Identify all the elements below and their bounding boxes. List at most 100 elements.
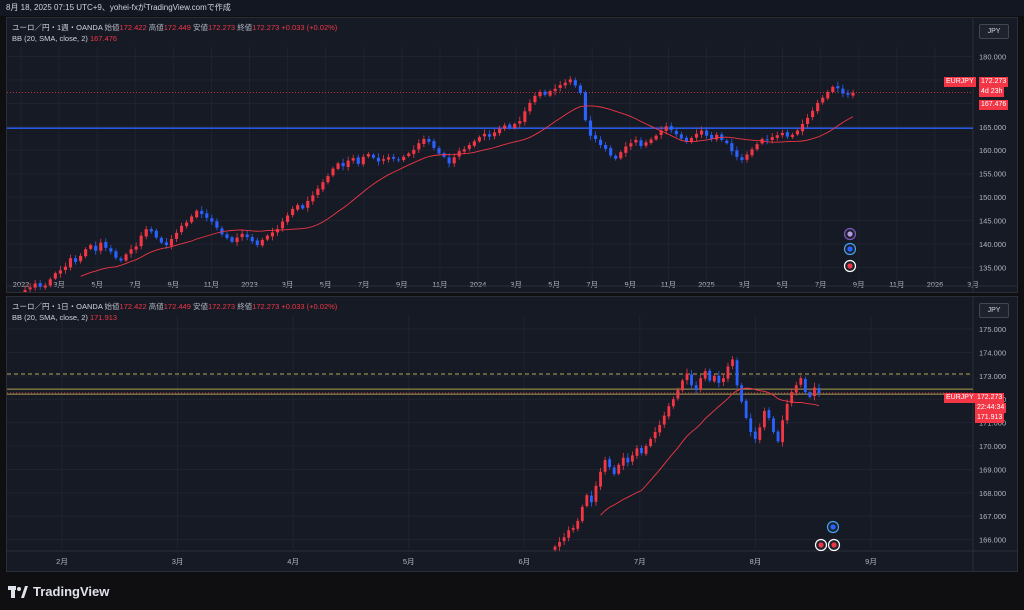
candle-body	[573, 80, 577, 86]
x-tick-label: 9月	[853, 280, 865, 289]
x-tick-label: 3月	[739, 280, 751, 289]
candle-body	[174, 232, 179, 239]
candle-body	[306, 200, 310, 208]
candle-body	[139, 235, 143, 247]
candle-body	[710, 134, 714, 139]
candle-body	[205, 213, 209, 218]
candle-body	[53, 273, 57, 279]
weekly-legend-bb: BB (20, SMA, close, 2) 167.476	[12, 34, 118, 43]
candle-body	[442, 153, 446, 157]
candle-body	[316, 188, 320, 195]
y-tick-label: 175.000	[979, 325, 1006, 334]
candle-body	[528, 102, 532, 112]
currency-badge[interactable]: JPY	[979, 24, 1009, 39]
candle-body	[790, 392, 794, 404]
candle-body	[685, 373, 689, 381]
candle-body	[603, 460, 607, 472]
candle-body	[215, 221, 219, 228]
candle-body	[775, 135, 779, 138]
weekly-chart-svg[interactable]: 180.000175.000170.000165.000160.000155.0…	[7, 18, 1017, 292]
y-tick-label: 160.000	[979, 146, 1006, 155]
candle-body	[553, 546, 557, 550]
header-bar: 8月 18, 2025 07:15 UTC+9、yohei-fxがTrading…	[0, 0, 1024, 16]
candle-body	[124, 254, 128, 261]
candle-body	[260, 239, 264, 246]
daily-chart-svg[interactable]: 175.000174.000173.000172.000171.000170.0…	[7, 297, 1017, 571]
candle-body	[280, 221, 285, 229]
candle-body	[437, 148, 441, 154]
candle-body	[195, 210, 199, 218]
candle-body	[588, 120, 593, 136]
candle-body	[750, 149, 754, 156]
candle-body	[821, 97, 825, 103]
candle-body	[538, 92, 542, 97]
candle-body	[753, 431, 757, 440]
candle-body	[28, 287, 32, 290]
weekly-chart-pane[interactable]: 180.000175.000170.000165.000160.000155.0…	[6, 17, 1018, 293]
x-tick-label: 4月	[287, 557, 299, 566]
candle-body	[407, 153, 411, 157]
candle-body	[487, 134, 492, 137]
x-tick-label: 11月	[432, 280, 447, 289]
candle-body	[447, 157, 451, 164]
header-text: 8月 18, 2025 07:15 UTC+9、yohei-fxがTrading…	[6, 3, 231, 12]
candle-body	[452, 157, 456, 164]
x-tick-label: 3月	[53, 280, 65, 289]
candle-body	[781, 420, 784, 443]
candle-body	[649, 439, 652, 447]
candle-body	[371, 154, 375, 158]
candle-body	[780, 132, 784, 136]
candle-body	[518, 121, 522, 124]
y-tick-label: 135.000	[979, 264, 1006, 273]
candle-body	[356, 157, 360, 164]
daily-chart-pane[interactable]: 175.000174.000173.000172.000171.000170.0…	[6, 296, 1018, 572]
candle-body	[255, 240, 259, 246]
event-calendar-icon-dot	[830, 524, 836, 530]
candle-body	[744, 400, 748, 418]
candle-body	[467, 145, 471, 149]
candle-body	[462, 149, 466, 152]
candle-body	[590, 495, 593, 503]
daily-legend-bb: BB (20, SMA, close, 2) 171.913	[12, 313, 118, 322]
candle-body	[129, 249, 133, 254]
y-tick-label: 170.000	[979, 442, 1006, 451]
candle-body	[604, 145, 608, 149]
candle-body	[790, 134, 794, 138]
candle-body	[767, 410, 771, 418]
candle-body	[109, 248, 113, 252]
candle-body	[694, 133, 699, 138]
candle-body	[291, 208, 295, 216]
countdown-tag: 4d 23h	[979, 87, 1005, 97]
candle-body	[612, 467, 616, 475]
candle-body	[558, 85, 562, 89]
candle-body	[794, 385, 798, 393]
candle-body	[412, 149, 416, 154]
candle-body	[230, 237, 234, 242]
candle-body	[669, 125, 673, 131]
candle-body	[73, 258, 78, 262]
candle-body	[84, 249, 88, 257]
symbol-tag: EURJPY	[944, 77, 976, 87]
candle-body	[301, 205, 305, 209]
x-tick-label: 9月	[865, 557, 877, 566]
candle-body	[296, 205, 300, 210]
candle-body	[808, 392, 812, 397]
candle-body	[351, 158, 355, 161]
candle-body	[23, 290, 27, 292]
candle-body	[94, 245, 98, 251]
tradingview-logo[interactable]: TradingView	[8, 584, 109, 599]
candle-body	[235, 237, 239, 243]
candle-body	[397, 159, 401, 161]
candle-body	[703, 371, 707, 379]
event-flag-icon-dot	[831, 542, 837, 548]
y-tick-label: 169.000	[979, 465, 1006, 474]
bb-value-tag: 171.913	[975, 413, 1005, 423]
candle-body	[785, 132, 789, 137]
candle-body	[402, 156, 406, 161]
candle-body	[89, 245, 93, 249]
candle-body	[745, 154, 749, 160]
event-flag-icon-dot	[818, 542, 824, 548]
currency-badge[interactable]: JPY	[979, 303, 1009, 318]
candle-body	[472, 141, 476, 146]
candle-body	[658, 424, 662, 433]
